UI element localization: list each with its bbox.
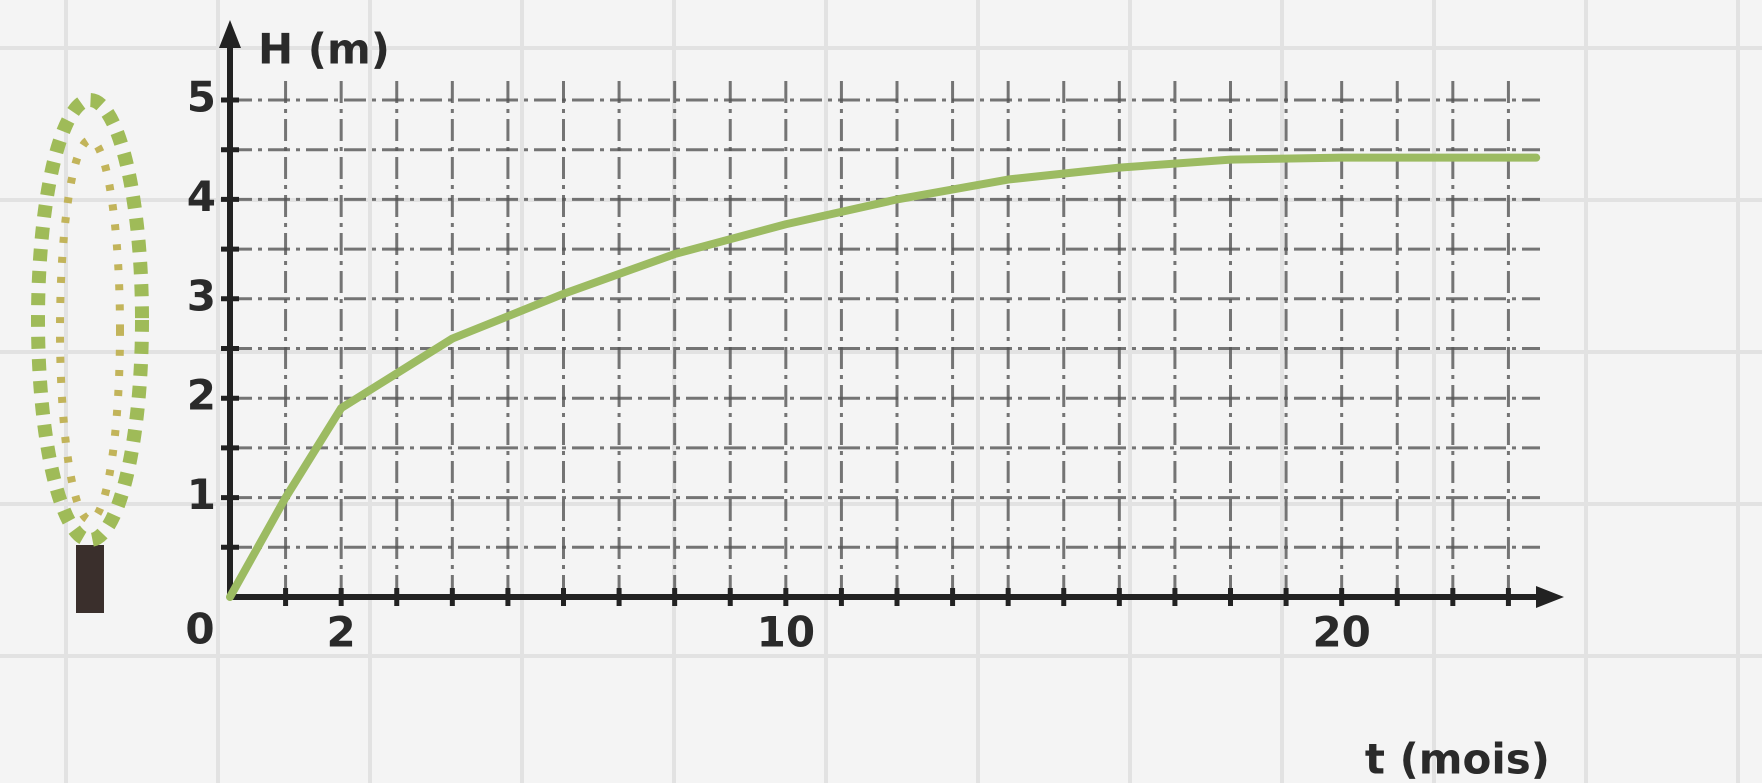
x-tick-label: 20 bbox=[1312, 608, 1370, 657]
origin-label: 0 bbox=[185, 605, 214, 654]
y-tick-label: 1 bbox=[187, 470, 216, 519]
y-tick-label: 2 bbox=[187, 371, 216, 420]
x-tick-label: 10 bbox=[757, 608, 815, 657]
y-tick-label: 4 bbox=[187, 172, 216, 221]
x-axis-arrow bbox=[1536, 586, 1564, 608]
page: H (m) t (mois) 0 2102012345 (() => { con… bbox=[0, 0, 1762, 783]
y-tick-label: 3 bbox=[187, 271, 216, 320]
tree-icon bbox=[38, 100, 142, 613]
y-tick-label: 5 bbox=[187, 73, 216, 122]
chart: H (m) t (mois) 0 2 10 20 1 2 3 4 5 bbox=[0, 0, 1762, 783]
x-axis-label: t (mois) bbox=[1365, 735, 1550, 783]
x-tick-label: 2 bbox=[327, 608, 356, 657]
y-axis-arrow bbox=[219, 20, 241, 48]
y-axis-label: H (m) bbox=[258, 25, 390, 74]
